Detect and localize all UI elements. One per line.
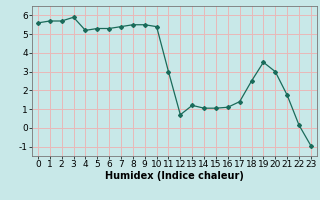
X-axis label: Humidex (Indice chaleur): Humidex (Indice chaleur) — [105, 171, 244, 181]
